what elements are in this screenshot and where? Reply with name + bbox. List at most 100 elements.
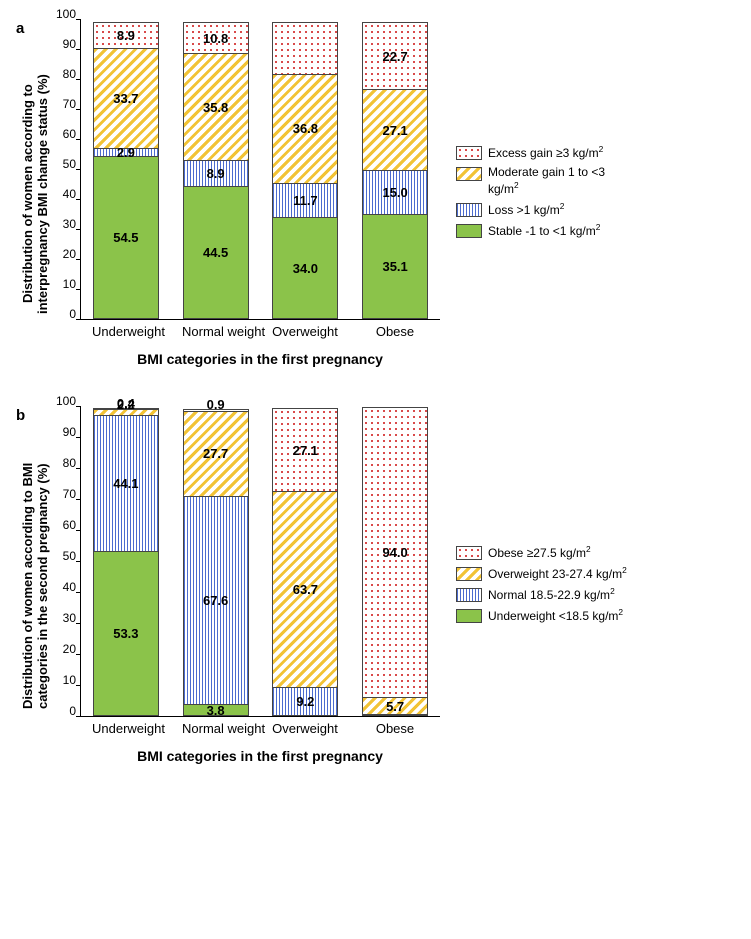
bar: 10.8 35.8 8.944.5 [183,23,249,319]
panel-letter: a [16,20,24,37]
bar: 0.42.244.153.3 [93,409,159,716]
bar-segment: 27.1 [362,89,428,170]
legend-label: Underweight <18.5 kg/m2 [488,607,623,624]
segment-value-label: 11.7 [293,193,318,208]
x-category-label: Normal weight [182,721,248,736]
segment-value-label: 8.9 [117,28,135,43]
legend: Excess gain ≥3 kg/m2 Moderate gain 1 to <… [456,144,638,243]
bar-segment: 10.8 [183,22,249,54]
legend-label: Loss >1 kg/m2 [488,201,564,218]
legend-swatch [456,546,482,560]
chart-row: Distribution of women according to inter… [20,20,731,367]
legend-swatch [456,146,482,160]
plot-wrap: 0.42.244.153.30.927.767.63.827.163.79.29… [80,407,440,764]
legend-swatch [456,224,482,238]
bar-segment: 15.0 [362,170,428,215]
bar-segment: 27.7 [183,411,249,497]
bar-segment: 35.1 [362,214,428,319]
y-axis-label: Distribution of women according to BMI c… [20,431,50,741]
bar-segment [272,22,338,75]
segment-value-label: 35.8 [203,100,228,115]
legend-item: Moderate gain 1 to <3 kg/m2 [456,165,638,197]
segment-value-label: 5.7 [386,699,404,714]
segment-value-label: 27.1 [293,443,318,458]
segment-value-label: 3.8 [207,703,225,718]
legend-label: Stable -1 to <1 kg/m2 [488,222,600,239]
x-category-label: Overweight [272,324,338,339]
segment-value-label: 27.7 [203,446,228,461]
legend-swatch [456,588,482,602]
segment-value-label: 36.8 [293,121,318,136]
chart-panel-a: aDistribution of women according to inte… [20,20,731,367]
segment-value-label: 63.7 [293,582,318,597]
bar-segment: 44.1 [93,415,159,552]
legend-item: Normal 18.5-22.9 kg/m2 [456,586,627,603]
segment-value-label: 2.9 [117,145,135,160]
segment-value-label: 44.1 [113,476,138,491]
bar: 94.0 5.7 [362,408,428,716]
bar-segment: 94.0 [362,407,428,698]
segment-value-label: 35.1 [382,259,407,274]
x-category-label: Underweight [92,721,158,736]
legend-item: Excess gain ≥3 kg/m2 [456,144,638,161]
legend-item: Stable -1 to <1 kg/m2 [456,222,638,239]
bar-segment: 34.0 [272,217,338,319]
legend-swatch [456,203,482,217]
plot-wrap: 8.933.72.954.510.835.88.944.536.811.734.… [80,20,440,367]
segment-value-label: 0.9 [207,397,225,412]
bar-segment: 5.7 [362,697,428,715]
segment-value-label: 67.6 [203,593,228,608]
bar-segment: 11.7 [272,183,338,218]
segment-value-label: 34.0 [293,261,318,276]
legend-label: Moderate gain 1 to <3 kg/m2 [488,165,638,197]
bar: 8.9 33.7 2.9 54.5 [93,23,159,319]
chart-row: Distribution of women according to BMI c… [20,407,731,764]
segment-value-label: 22.7 [382,49,407,64]
legend-label: Normal 18.5-22.9 kg/m2 [488,586,615,603]
x-axis-category-labels: Underweight Normal weight Overweight Obese [80,721,440,736]
segment-value-label: 9.2 [296,694,314,709]
bar-segment: 63.7 [272,491,338,688]
x-category-label: Overweight [272,721,338,736]
x-category-label: Obese [362,324,428,339]
bar-segment: 54.5 [93,156,159,320]
bar-segment: 3.8 [183,704,249,716]
segment-value-label: 94.0 [382,545,407,560]
x-category-label: Underweight [92,324,158,339]
plot-area: 0.42.244.153.30.927.767.63.827.163.79.29… [80,407,440,717]
legend-swatch [456,609,482,623]
bar-segment: 8.9 [93,22,159,49]
bar-segment: 9.2 [272,687,338,716]
segment-value-label: 2.2 [117,397,135,412]
legend-swatch [456,167,482,181]
bar-segment: 35.8 [183,53,249,160]
bar-segment: 36.8 [272,74,338,184]
segment-value-label: 27.1 [382,123,407,138]
bar: 0.927.767.63.8 [183,410,249,716]
legend-item: Loss >1 kg/m2 [456,201,638,218]
bar-segment: 44.5 [183,186,249,320]
segment-value-label: 54.5 [113,230,138,245]
x-category-label: Obese [362,721,428,736]
segment-value-label: 53.3 [113,626,138,641]
legend-label: Excess gain ≥3 kg/m2 [488,144,603,161]
chart-panel-b: bDistribution of women according to BMI … [20,407,731,764]
plot-area: 8.933.72.954.510.835.88.944.536.811.734.… [80,20,440,320]
bar-segment: 53.3 [93,551,159,716]
bar-segment: 8.9 [183,160,249,187]
legend-label: Obese ≥27.5 kg/m2 [488,544,591,561]
legend-swatch [456,567,482,581]
y-axis-label: Distribution of women according to inter… [20,44,50,344]
bar-segment: 67.6 [183,496,249,706]
y-axis-ticks: 1009080706050403020100 [52,20,80,320]
segment-value-label: 10.8 [203,31,228,46]
legend-item: Overweight 23-27.4 kg/m2 [456,565,627,582]
bar: 22.7 27.1 15.0 35.1 [362,23,428,319]
bar-segment: 33.7 [93,48,159,149]
x-axis-title: BMI categories in the first pregnancy [80,351,440,367]
bar: 27.1 63.7 9.2 [272,409,338,716]
legend-label: Overweight 23-27.4 kg/m2 [488,565,627,582]
x-axis-category-labels: UnderweightNormal weightOverweightObese [80,324,440,339]
bar-segment [362,714,428,716]
segment-value-label: 33.7 [113,91,138,106]
